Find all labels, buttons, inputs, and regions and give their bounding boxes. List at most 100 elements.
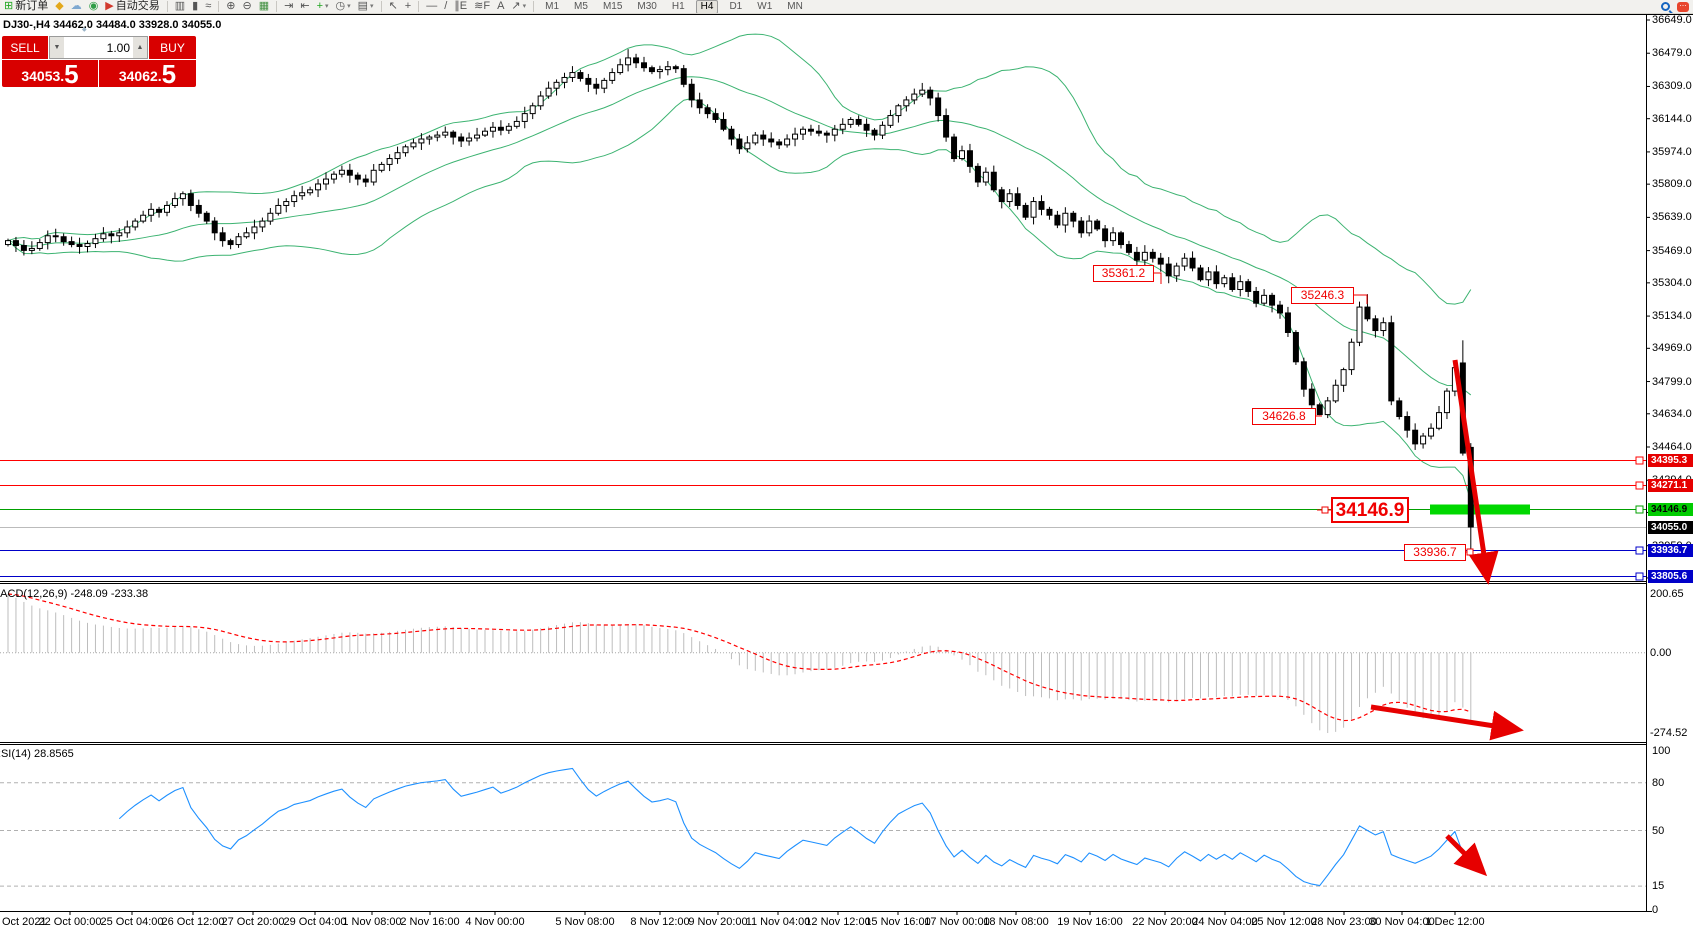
auto-trading-button: ▶ [105,0,114,12]
timeframe-button-m5[interactable]: M5 [574,0,588,12]
mql5-market-icon: ◆ [55,0,64,12]
crosshair-icon[interactable]: + [405,0,411,13]
time-axis-label: 22 Oct 00:00 [38,916,102,928]
fibonacci-icon: ≋F [474,0,491,12]
chevron-down-icon: ▾ [325,3,329,10]
templates-icon[interactable]: ▤ ▾ [358,0,374,13]
buy-price-button[interactable]: 34062. 5 [99,60,196,87]
timeframe-button-mn[interactable]: MN [787,0,803,12]
timeframe-button-m30[interactable]: M30 [637,0,657,12]
sell-price-pip: 5 [64,59,79,89]
candles-layer [5,49,1474,552]
bar-chart-icon: ▥ [174,0,186,12]
rsi-indicator-label: RSI(14) 28.8565 [0,748,74,760]
price-axis-tick-35974.0: 35974.0 [1652,145,1692,158]
timeframe-button-m15[interactable]: M15 [602,0,623,12]
time-axis-label: 28 Nov 23:00 [1311,916,1377,928]
thick-green-level-segment [1430,504,1530,515]
volume-increase-button[interactable]: ▲ [133,37,147,58]
trendline-icon[interactable]: / [444,0,447,13]
zoom-in-icon[interactable]: ⊕ [226,0,235,13]
timeframe-button-w1[interactable]: W1 [757,0,773,12]
rsi-drop-arrow[interactable] [1445,834,1488,877]
auto-scroll-icon[interactable]: ⇥ [284,0,293,13]
price-drop-arrow[interactable] [1452,359,1499,585]
macd-scale-0.00: 0.00 [1650,647,1672,659]
time-axis-label: 26 Oct 12:00 [161,916,225,928]
periods-icon[interactable]: ◷ ▾ [336,0,351,13]
indicators-add-icon[interactable]: + ▾ [317,0,329,13]
tile-windows-icon[interactable]: ▦ [259,0,269,13]
bollinger-upper-band [7,33,1472,305]
time-axis-label: 4 Nov 00:00 [465,916,525,928]
bollinger-middle-band [7,76,1472,396]
cursor-icon[interactable]: ↖ [389,0,398,13]
chat-bubble-icon[interactable]: ⋯ [1677,1,1689,12]
price-callout-35361.2[interactable]: 35361.2 [1093,265,1154,282]
time-axis-label: 18 Nov 08:00 [983,916,1049,928]
buy-price-pip: 5 [161,59,177,89]
price-tag-33936.7: 33936.7 [1648,543,1693,557]
shapes-icon[interactable]: ↗ ▾ [511,0,526,13]
indicators-add-icon: + [316,0,323,12]
one-click-settings-diamond-icon[interactable]: ◆ [82,27,87,33]
community-search-icon[interactable] [1661,2,1670,11]
rsi-scale-0: 0 [1652,904,1659,916]
timeframe-button-h4[interactable]: H4 [695,0,719,13]
price-callout-34146.9[interactable]: 34146.9 [1331,497,1409,523]
bar-chart-icon[interactable]: ▥ [175,0,185,13]
time-axis-label: 15 Nov 16:00 [865,916,931,928]
sell-button[interactable]: SELL [2,36,48,59]
volume-decrease-button[interactable]: ▼ [50,37,64,58]
price-axis-tick-35469.0: 35469.0 [1652,244,1692,257]
price-tag-34271.1: 34271.1 [1648,478,1693,492]
main-toolbar: ⊞ 新订单 ◆ ☁ ◉ ▶ 自动交易 ▥ ▮ ≈ ⊕ ⊖ ▦ ⇥ ⇤ + ▾ ◷ ▾ ▤ ▾ ↖ + — / ∥E ≋F A ↗ ▾ M1 M… [0,0,1693,14]
cloud-icon[interactable]: ☁ [71,0,82,13]
macd-indicator-label: MACD(12,26,9) -248.09 -233.38 [0,588,149,600]
equidistant-channel-icon[interactable]: ∥E [454,0,467,13]
horizontal-line-icon[interactable]: — [426,0,437,13]
price-callout-33936.7[interactable]: 33936.7 [1404,544,1466,561]
auto-trading-button[interactable]: ▶ 自动交易 [105,0,159,13]
price-axis-tick-34634.0: 34634.0 [1652,407,1692,420]
price-callout-34626.8[interactable]: 34626.8 [1252,408,1316,425]
text-label-icon: A [497,0,505,12]
macd-signal-line [7,593,1471,722]
timeframe-button-m1[interactable]: M1 [545,0,560,12]
globe-icon[interactable]: ◉ [89,0,99,13]
price-axis-tick-35304.0: 35304.0 [1652,276,1692,289]
time-axis-label: Oct 2021 [2,916,47,928]
line-chart-icon[interactable]: ≈ [205,0,211,13]
zoom-out-icon[interactable]: ⊖ [243,0,252,13]
chevron-down-icon: ▾ [522,3,527,10]
macd-histogram [7,594,1472,734]
chart-ohlc-title: DJ30-,H4 34462.0 34484.0 33928.0 34055.0 [3,19,222,31]
chart-shift-icon[interactable]: ⇤ [300,0,309,13]
mql5-market-icon[interactable]: ◆ [55,0,63,13]
price-callout-35246.3[interactable]: 35246.3 [1291,287,1354,304]
macd-drop-arrow[interactable] [1370,704,1524,741]
zoom-in-icon: ⊕ [226,0,236,12]
timeframe-button-h1[interactable]: H1 [671,0,685,12]
volume-input[interactable] [64,37,133,58]
text-label-icon[interactable]: A [497,0,504,13]
candlestick-chart-icon[interactable]: ▮ [192,0,198,13]
horizontal-line-icon: — [426,0,438,12]
sell-price-button[interactable]: 34053. 5 [2,60,98,87]
auto-trading-button-label: 自动交易 [115,0,160,12]
fibonacci-icon[interactable]: ≋F [474,0,490,13]
new-order-button[interactable]: ⊞ 新订单 [4,0,48,13]
price-axis-tick-36144.0: 36144.0 [1652,112,1692,125]
price-axis-tick-34464.0: 34464.0 [1652,441,1692,453]
one-click-trade-panel: SELL ▼ ▲ BUY 34053.5 34062.5 [2,36,196,87]
price-tag-33805.6: 33805.6 [1648,569,1693,583]
time-axis-label: 22 Nov 20:00 [1132,916,1198,928]
timeframe-button-d1[interactable]: D1 [729,0,743,12]
price-tag-34395.3: 34395.3 [1648,453,1693,467]
chart-shift-icon: ⇤ [300,0,310,12]
rsi-line [118,767,1472,887]
buy-button[interactable]: BUY [149,36,196,59]
bollinger-lower-band [7,98,1472,501]
